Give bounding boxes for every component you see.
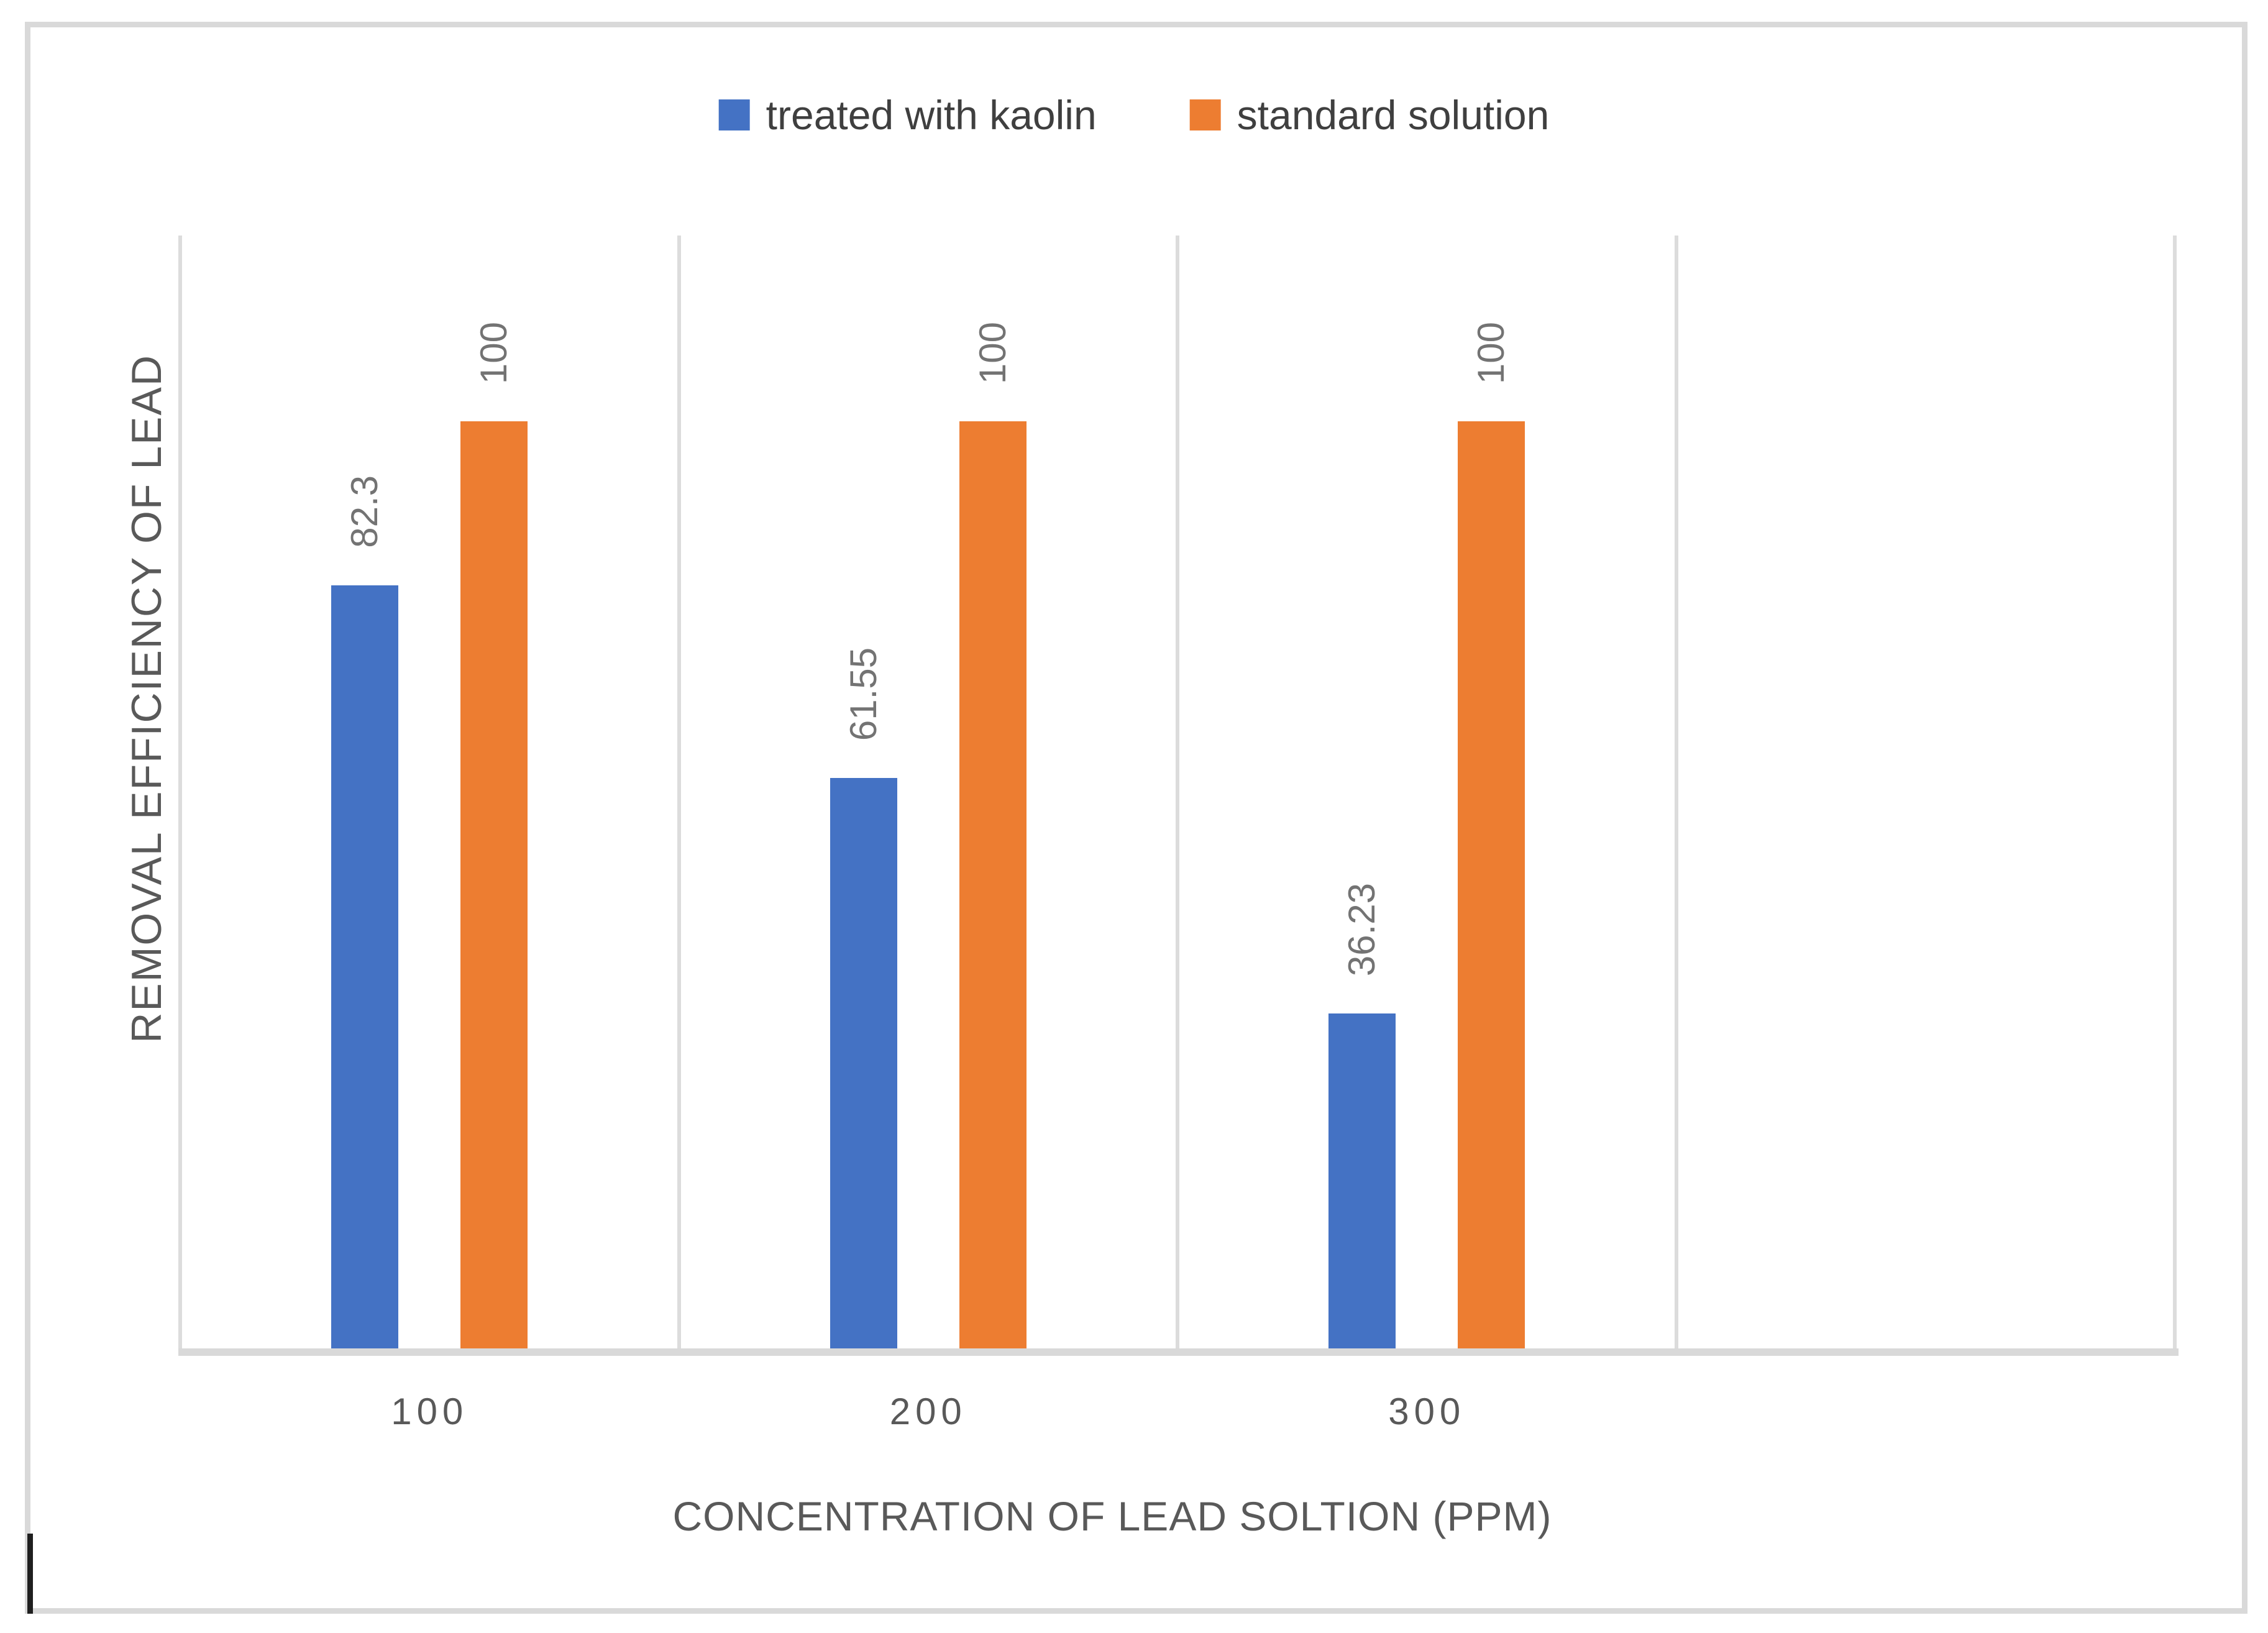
bar-value-label: 82.3 bbox=[344, 475, 386, 548]
bar-treated-with-kaolin-100 bbox=[331, 585, 399, 1350]
gridline bbox=[1176, 236, 1179, 1348]
plot-area bbox=[178, 236, 2177, 1350]
x-axis-line bbox=[178, 1348, 2179, 1356]
bar-value-label: 100 bbox=[971, 321, 1013, 384]
bar-treated-with-kaolin-300 bbox=[1328, 1013, 1396, 1350]
legend-swatch-orange-icon bbox=[1189, 99, 1221, 130]
bar-value-label: 36.23 bbox=[1341, 882, 1383, 976]
gridline bbox=[178, 236, 182, 1348]
legend-label: standard solution bbox=[1237, 92, 1550, 138]
chart-legend: treated with kaolin standard solution bbox=[718, 92, 1550, 138]
x-tick-label: 200 bbox=[889, 1391, 967, 1432]
bar-treated-with-kaolin-200 bbox=[830, 778, 897, 1350]
bar-value-label: 100 bbox=[1470, 321, 1512, 384]
x-axis-title: CONCENTRATION OF LEAD SOLTION (PPM) bbox=[672, 1493, 1552, 1539]
gridline bbox=[1674, 236, 1678, 1348]
legend-item-standard-solution: standard solution bbox=[1189, 92, 1550, 138]
bar-standard-solution-100 bbox=[460, 421, 528, 1350]
artifact-mark bbox=[27, 1534, 33, 1614]
bar-value-label: 100 bbox=[473, 321, 515, 384]
bar-standard-solution-200 bbox=[959, 421, 1027, 1350]
x-tick-label: 300 bbox=[1388, 1391, 1466, 1432]
gridline bbox=[677, 236, 681, 1348]
bar-standard-solution-300 bbox=[1458, 421, 1525, 1350]
x-tick-label: 100 bbox=[391, 1391, 469, 1432]
legend-item-treated-with-kaolin: treated with kaolin bbox=[718, 92, 1097, 138]
y-axis-title: REMOVAL EFFICIENCY OF LEAD bbox=[123, 354, 170, 1043]
bar-value-label: 61.55 bbox=[842, 647, 884, 741]
legend-label: treated with kaolin bbox=[766, 92, 1097, 138]
legend-swatch-blue-icon bbox=[718, 99, 750, 130]
gridline bbox=[2173, 236, 2177, 1348]
